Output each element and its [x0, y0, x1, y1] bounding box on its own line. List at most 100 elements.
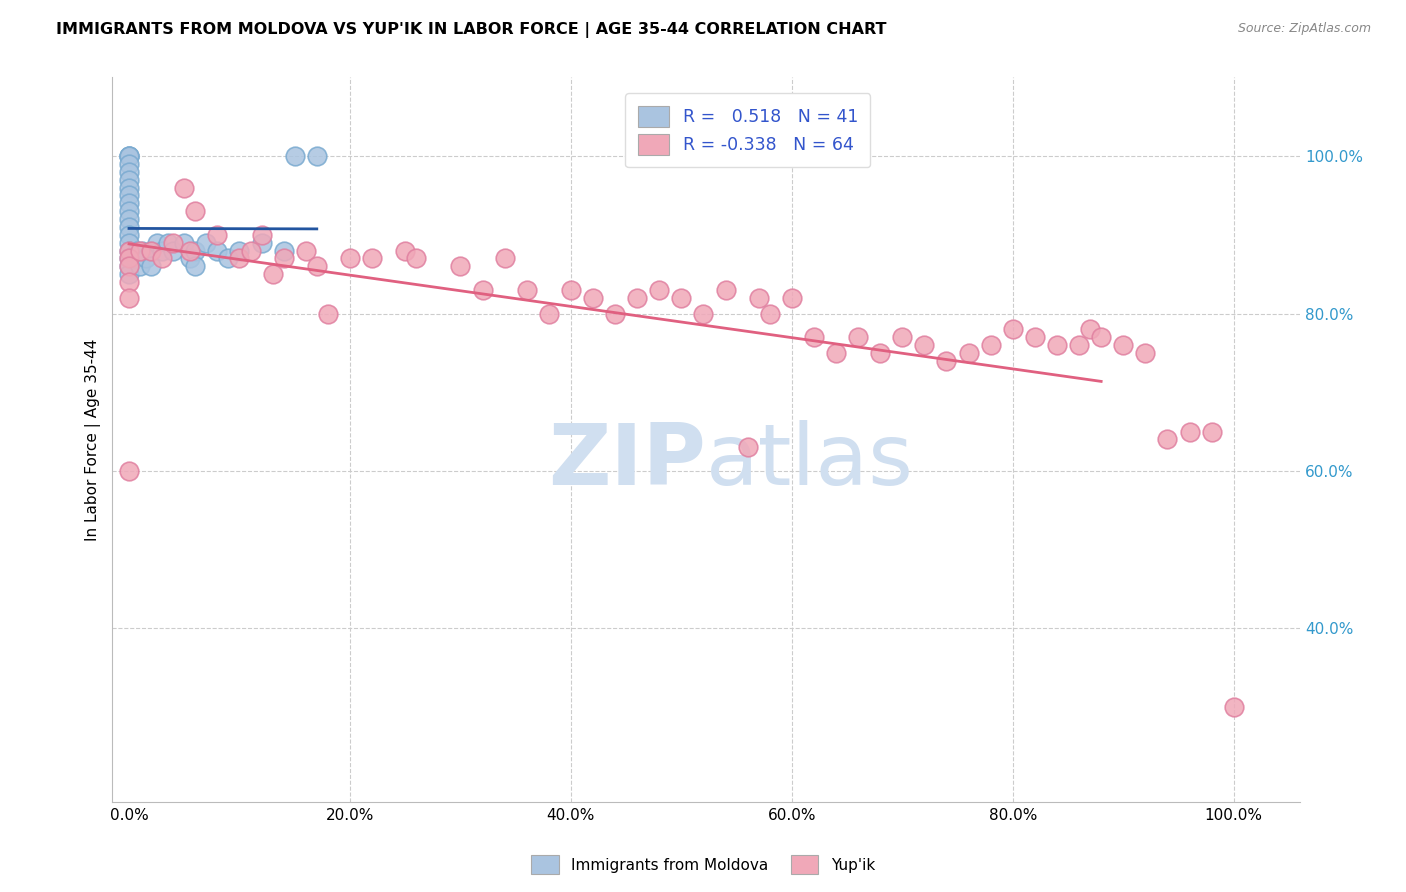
Point [935, 353, 957, 368]
Point [748, 291, 770, 305]
Point [118, 291, 141, 305]
Text: IMMIGRANTS FROM MOLDOVA VS YUP'IK IN LABOR FORCE | AGE 35-44 CORRELATION CHART: IMMIGRANTS FROM MOLDOVA VS YUP'IK IN LAB… [56, 22, 887, 38]
Point [582, 291, 605, 305]
Point [217, 252, 239, 266]
Point [648, 283, 671, 297]
Point [957, 346, 980, 360]
Point [118, 204, 141, 219]
Point [118, 188, 141, 202]
Point [780, 291, 803, 305]
Point [179, 252, 201, 266]
Point [228, 252, 250, 266]
Point [305, 260, 328, 274]
Point [173, 180, 195, 194]
Point [118, 252, 141, 266]
Point [262, 267, 284, 281]
Point [135, 252, 157, 266]
Text: atlas: atlas [706, 420, 914, 503]
Point [891, 330, 914, 344]
Point [803, 330, 825, 344]
Point [912, 338, 935, 352]
Point [124, 252, 146, 266]
Point [1078, 322, 1101, 336]
Legend: Immigrants from Moldova, Yup'ik: Immigrants from Moldova, Yup'ik [524, 849, 882, 880]
Point [239, 244, 262, 258]
Point [537, 307, 560, 321]
Point [118, 165, 141, 179]
Point [294, 244, 316, 258]
Point [471, 283, 494, 297]
Point [150, 244, 173, 258]
Point [316, 307, 339, 321]
Point [305, 149, 328, 163]
Y-axis label: In Labor Force | Age 35-44: In Labor Force | Age 35-44 [86, 338, 101, 541]
Point [118, 260, 141, 274]
Point [714, 283, 737, 297]
Point [1024, 330, 1046, 344]
Text: ZIP: ZIP [548, 420, 706, 503]
Point [1112, 338, 1135, 352]
Point [195, 235, 218, 250]
Point [118, 244, 141, 258]
Point [449, 260, 471, 274]
Point [737, 441, 759, 455]
Point [156, 235, 179, 250]
Point [118, 157, 141, 171]
Point [118, 275, 141, 289]
Point [118, 252, 141, 266]
Point [118, 173, 141, 187]
Point [284, 149, 307, 163]
Point [131, 244, 153, 258]
Point [139, 244, 162, 258]
Point [184, 244, 207, 258]
Point [1156, 433, 1178, 447]
Point [184, 204, 207, 219]
Point [1135, 346, 1157, 360]
Point [207, 244, 229, 258]
Point [603, 307, 626, 321]
Point [250, 227, 273, 242]
Point [118, 227, 141, 242]
Point [273, 252, 295, 266]
Point [846, 330, 869, 344]
Point [118, 267, 141, 281]
Point [162, 244, 184, 258]
Point [626, 291, 648, 305]
Point [1046, 338, 1069, 352]
Point [125, 244, 148, 258]
Point [671, 291, 693, 305]
Point [118, 196, 141, 211]
Point [361, 252, 384, 266]
Point [405, 252, 427, 266]
Point [118, 235, 141, 250]
Point [118, 219, 141, 234]
Point [228, 244, 250, 258]
Point [150, 252, 173, 266]
Point [339, 252, 361, 266]
Point [118, 260, 141, 274]
Point [250, 235, 273, 250]
Point [516, 283, 538, 297]
Point [139, 244, 162, 258]
Point [129, 244, 152, 258]
Point [118, 244, 141, 258]
Point [118, 149, 141, 163]
Point [1090, 330, 1112, 344]
Point [179, 244, 201, 258]
Point [692, 307, 714, 321]
Point [394, 244, 416, 258]
Point [139, 260, 162, 274]
Point [825, 346, 848, 360]
Point [129, 260, 152, 274]
Point [145, 235, 167, 250]
Point [118, 149, 141, 163]
Legend: R =   0.518   N = 41, R = -0.338   N = 64: R = 0.518 N = 41, R = -0.338 N = 64 [626, 94, 870, 167]
Point [173, 235, 195, 250]
Point [494, 252, 516, 266]
Point [184, 260, 207, 274]
Text: Source: ZipAtlas.com: Source: ZipAtlas.com [1237, 22, 1371, 36]
Point [118, 180, 141, 194]
Point [207, 227, 229, 242]
Point [1178, 425, 1201, 439]
Point [560, 283, 582, 297]
